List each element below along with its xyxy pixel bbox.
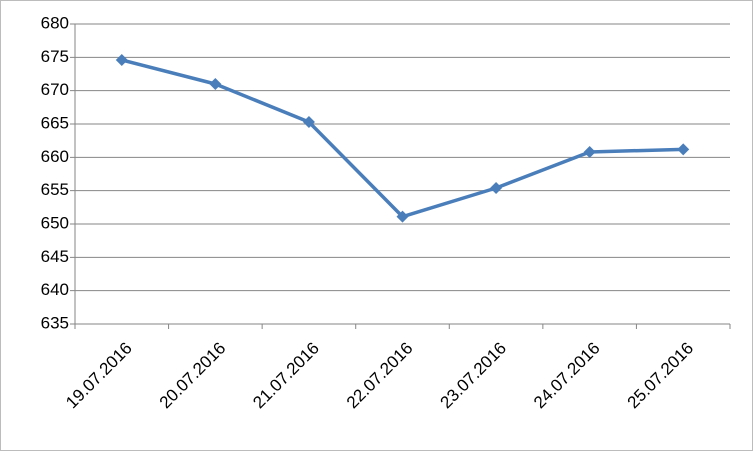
y-tick-label: 650	[41, 213, 69, 232]
y-tick-label: 640	[41, 280, 69, 299]
y-tick-label: 670	[41, 80, 69, 99]
y-tick-label: 635	[41, 313, 69, 332]
y-tick-label: 680	[41, 13, 69, 32]
y-tick-label: 660	[41, 147, 69, 166]
point-marker	[209, 78, 222, 90]
point-marker	[677, 143, 690, 156]
y-tick-label: 645	[41, 247, 69, 266]
point-marker	[490, 182, 503, 194]
point-marker	[302, 116, 315, 128]
point-marker	[115, 54, 128, 66]
point-marker	[583, 146, 596, 158]
point-marker	[396, 210, 409, 223]
y-tick-label: 665	[41, 113, 69, 132]
y-tick-label: 655	[41, 180, 69, 199]
y-tick-label: 675	[41, 47, 69, 66]
